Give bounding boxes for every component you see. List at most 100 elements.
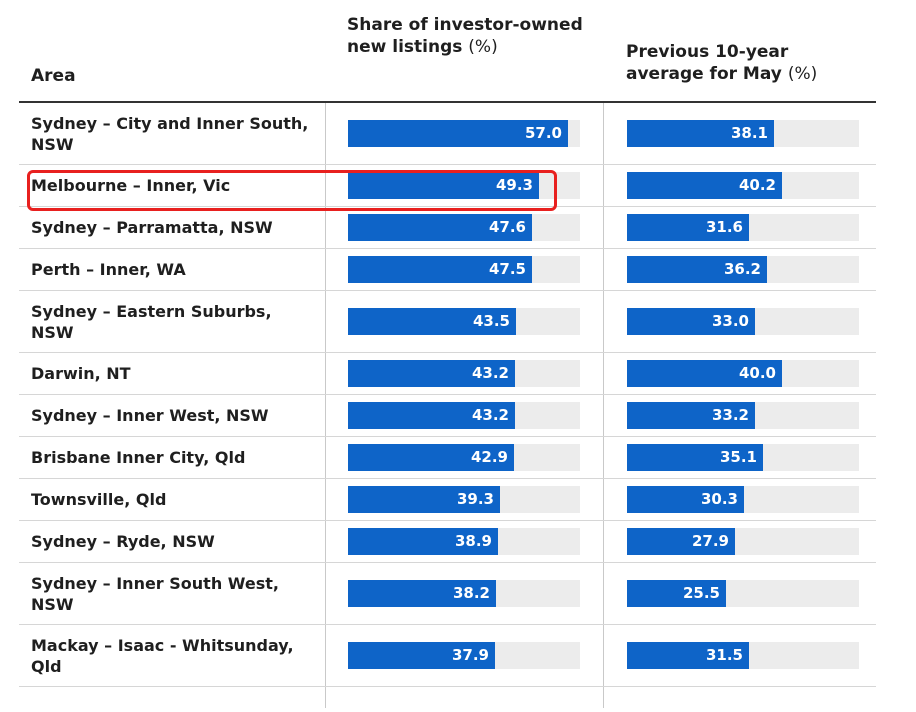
share-bar: 47.6: [348, 214, 532, 241]
share-bar-track: 42.9: [348, 444, 580, 471]
share-bar: 49.3: [348, 172, 539, 199]
area-label: Sydney – Ryde, NSW: [31, 532, 215, 551]
average-value-label: 36.2: [723, 260, 761, 278]
average-bar: 35.1: [627, 444, 763, 471]
share-column-header: Share of investor-owned new listings (%): [347, 14, 587, 58]
table-row: Sydney – Eastern Suburbs, NSW 43.5 33.0: [19, 291, 876, 353]
area-label: Brisbane Inner City, Qld: [31, 448, 246, 467]
share-bar-track: 39.3: [348, 486, 580, 513]
average-bar-track: 30.3: [627, 486, 859, 513]
table-row: Sydney – Parramatta, NSW 47.6 31.6: [19, 207, 876, 249]
share-value-label: 47.5: [488, 260, 526, 278]
average-bar-track: 33.2: [627, 402, 859, 429]
average-bar-track: 31.5: [627, 642, 859, 669]
share-value-label: 43.5: [472, 312, 510, 330]
average-bar: 36.2: [627, 256, 767, 283]
column-divider-2: [603, 103, 604, 708]
average-bar: 40.0: [627, 360, 782, 387]
table-row: Brisbane Inner City, Qld 42.9 35.1: [19, 437, 876, 479]
column-divider-1: [325, 103, 326, 708]
table-row: Sydney – Ryde, NSW 38.9 27.9: [19, 521, 876, 563]
table-row: Melbourne – Inner, Vic 49.3 40.2: [19, 165, 876, 207]
share-bar-track: 38.9: [348, 528, 580, 555]
average-bar: 38.1: [627, 120, 774, 147]
table-row: Sydney – City and Inner South, NSW 57.0 38…: [19, 103, 876, 165]
average-header-unit: (%): [787, 64, 818, 84]
average-bar-track: 40.0: [627, 360, 859, 387]
average-value-label: 31.5: [705, 646, 743, 664]
table-row: Sydney – Inner West, NSW 43.2 33.2: [19, 395, 876, 437]
table-row: Sydney – Inner South West, NSW 38.2 25.5: [19, 563, 876, 625]
average-value-label: 40.0: [738, 364, 776, 382]
table-row: Townsville, Qld 39.3 30.3: [19, 479, 876, 521]
share-bar: 43.2: [348, 402, 515, 429]
share-value-label: 47.6: [488, 218, 526, 236]
area-label: Sydney – Inner South West, NSW: [31, 574, 279, 614]
average-bar: 25.5: [627, 580, 726, 607]
share-bar-track: 43.5: [348, 308, 580, 335]
share-bar: 57.0: [348, 120, 568, 147]
share-header-text: Share of investor-owned new listings: [347, 15, 583, 57]
average-bar-track: 38.1: [627, 120, 859, 147]
area-label: Perth – Inner, WA: [31, 260, 186, 279]
average-value-label: 35.1: [719, 448, 757, 466]
area-label: Sydney – Inner West, NSW: [31, 406, 269, 425]
share-bar: 38.2: [348, 580, 496, 607]
average-value-label: 30.3: [700, 490, 738, 508]
table-header: Area Share of investor-owned new listing…: [0, 0, 916, 100]
share-bar-track: 43.2: [348, 402, 580, 429]
average-bar-track: 27.9: [627, 528, 859, 555]
share-value-label: 42.9: [470, 448, 508, 466]
average-bar: 30.3: [627, 486, 744, 513]
area-label: Darwin, NT: [31, 364, 131, 383]
share-value-label: 38.2: [452, 584, 490, 602]
average-value-label: 33.2: [711, 406, 749, 424]
share-bar-track: 47.5: [348, 256, 580, 283]
average-bar-track: 25.5: [627, 580, 859, 607]
average-bar: 33.2: [627, 402, 755, 429]
share-bar: 43.2: [348, 360, 515, 387]
share-value-label: 38.9: [454, 532, 492, 550]
table-row: Perth – Inner, WA 47.5 36.2: [19, 249, 876, 291]
share-value-label: 43.2: [471, 406, 509, 424]
area-label: Melbourne – Inner, Vic: [31, 176, 231, 195]
average-bar: 31.5: [627, 642, 749, 669]
share-value-label: 39.3: [456, 490, 494, 508]
average-bar-track: 35.1: [627, 444, 859, 471]
average-value-label: 25.5: [682, 584, 720, 602]
share-bar-track: 47.6: [348, 214, 580, 241]
average-bar-track: 33.0: [627, 308, 859, 335]
share-bar: 42.9: [348, 444, 514, 471]
average-value-label: 38.1: [730, 124, 768, 142]
share-bar: 47.5: [348, 256, 532, 283]
average-value-label: 33.0: [711, 312, 749, 330]
average-header-text: Previous 10-year average for May: [626, 42, 789, 84]
average-bar: 27.9: [627, 528, 735, 555]
table-row: Darwin, NT 43.2 40.0: [19, 353, 876, 395]
share-bar: 37.9: [348, 642, 495, 669]
average-column-header: Previous 10-year average for May (%): [626, 41, 866, 85]
average-bar: 33.0: [627, 308, 755, 335]
share-bar-track: 37.9: [348, 642, 580, 669]
share-bar-track: 57.0: [348, 120, 580, 147]
average-bar-track: 36.2: [627, 256, 859, 283]
share-bar-track: 49.3: [348, 172, 580, 199]
area-label: Sydney – Parramatta, NSW: [31, 218, 273, 237]
header-rule: [19, 101, 876, 103]
average-bar: 31.6: [627, 214, 749, 241]
table-row: Mackay – Isaac - Whitsunday, Qld 37.9 31.5: [19, 625, 876, 687]
share-value-label: 43.2: [471, 364, 509, 382]
area-column-header: Area: [31, 66, 76, 86]
average-value-label: 27.9: [691, 532, 729, 550]
area-label: Mackay – Isaac - Whitsunday, Qld: [31, 636, 294, 676]
area-label: Sydney – City and Inner South, NSW: [31, 114, 309, 154]
share-bar: 43.5: [348, 308, 516, 335]
area-label: Townsville, Qld: [31, 490, 167, 509]
average-bar-track: 40.2: [627, 172, 859, 199]
area-label: Sydney – Eastern Suburbs, NSW: [31, 302, 272, 342]
average-bar-track: 31.6: [627, 214, 859, 241]
share-bar-track: 38.2: [348, 580, 580, 607]
average-bar: 40.2: [627, 172, 782, 199]
share-value-label: 57.0: [524, 124, 562, 142]
share-bar: 39.3: [348, 486, 500, 513]
